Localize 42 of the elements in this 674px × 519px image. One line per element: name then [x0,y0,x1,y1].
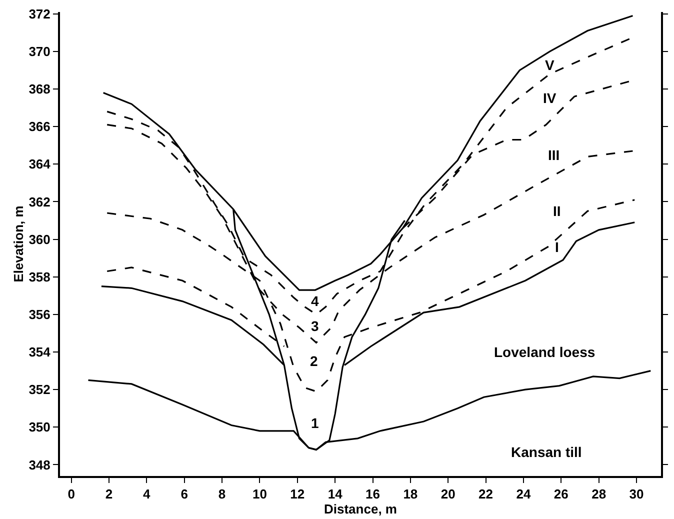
y-tick-label: 356 [28,307,50,322]
y-tick-label: 368 [28,82,50,97]
annotation: II [553,203,561,219]
annotation: Loveland loess [494,344,596,360]
y-tick-label: 366 [28,119,50,134]
annotation: Kansan till [511,444,582,460]
x-tick-label: 30 [629,486,644,502]
x-tick-label: 14 [328,486,344,502]
y-tick-label: 352 [28,382,50,398]
y-tick-label: 364 [28,156,52,172]
y-axis-title: Elevation, m [11,206,26,282]
annotation: V [545,57,555,73]
annotation: 2 [310,353,318,369]
x-tick-label: 28 [592,486,606,502]
annotation: I [555,239,559,255]
y-tick-label: 348 [28,457,50,472]
x-axis-title: Distance, m [324,502,397,517]
annotation: 4 [311,293,319,309]
x-tick-label: 12 [290,486,305,502]
x-tick-label: 6 [180,486,188,502]
annotation: III [548,147,560,163]
x-tick-label: 16 [366,486,380,502]
x-tick-label: 10 [252,486,267,502]
y-tick-label: 362 [28,194,50,210]
y-tick-label: 372 [28,6,50,22]
x-tick-label: 8 [218,486,226,502]
y-tick-label: 370 [28,44,50,59]
x-tick-label: 2 [105,486,113,502]
x-tick-label: 22 [478,486,494,502]
annotation: IV [543,90,557,106]
x-tick-label: 18 [403,486,418,502]
y-tick-label: 350 [28,420,50,435]
annotation: 3 [311,318,319,334]
annotation: 1 [311,415,319,431]
y-tick-label: 360 [28,232,50,247]
x-tick-label: 4 [143,486,152,502]
x-tick-label: 26 [554,486,568,502]
x-tick-label: 24 [516,486,532,502]
x-tick-label: 20 [440,486,456,502]
x-tick-label: 0 [68,486,75,502]
y-tick-label: 354 [28,344,52,360]
y-tick-label: 358 [28,269,50,284]
